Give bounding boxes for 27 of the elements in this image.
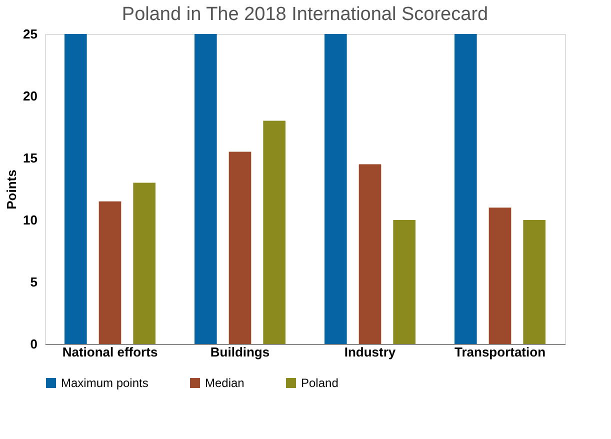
- x-tick-label: Industry: [344, 344, 396, 360]
- legend-label: Maximum points: [61, 376, 148, 390]
- bar: [228, 152, 252, 344]
- y-tick-label: 10: [23, 212, 38, 228]
- y-tick-label: 5: [30, 274, 38, 290]
- y-tick-label: 20: [23, 88, 38, 104]
- bar: [194, 34, 217, 344]
- y-tick-label: 25: [23, 26, 38, 42]
- x-tick-label: National efforts: [62, 344, 158, 360]
- bar: [523, 220, 546, 344]
- bar: [98, 201, 122, 344]
- bar: [488, 208, 512, 344]
- x-tick-label: Buildings: [210, 344, 270, 360]
- legend-label: Median: [205, 376, 244, 390]
- bar: [358, 164, 382, 344]
- bar: [64, 34, 87, 344]
- bar: [263, 120, 286, 344]
- x-tick-label: Transportation: [454, 344, 546, 360]
- y-tick-label: 0: [30, 336, 38, 352]
- bar: [133, 182, 156, 344]
- bar: [393, 220, 416, 344]
- bar: [324, 34, 347, 344]
- y-tick-label: 15: [23, 150, 38, 166]
- legend-label: Poland: [301, 376, 338, 390]
- bar: [454, 34, 477, 344]
- chart-title: Poland in The 2018 International Scorecard: [122, 4, 488, 25]
- y-axis-title: Points: [4, 170, 20, 210]
